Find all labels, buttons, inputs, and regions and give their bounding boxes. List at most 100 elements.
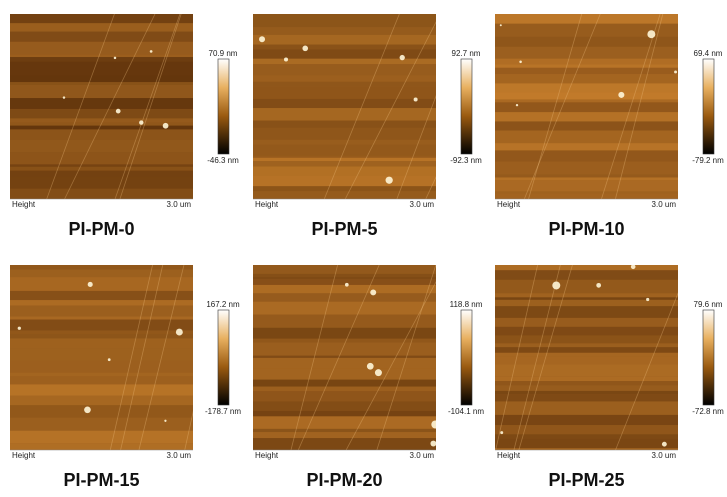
- color-bar-max: 70.9 nm: [209, 49, 238, 58]
- image-band: [495, 180, 678, 192]
- image-scratch: [323, 14, 400, 199]
- image-scratch: [523, 14, 601, 199]
- image-particle: [283, 57, 289, 62]
- channel-label: Height: [12, 451, 36, 460]
- image-band: [10, 98, 193, 109]
- image-band: [495, 343, 678, 348]
- image-band: [253, 166, 436, 176]
- image-band: [253, 284, 436, 294]
- image-band: [253, 191, 436, 199]
- image-band: [253, 175, 436, 187]
- image-band: [495, 161, 678, 175]
- image-scratch: [297, 265, 380, 450]
- info-strip: [10, 199, 193, 209]
- afm-image: [495, 14, 678, 199]
- image-band: [495, 317, 678, 327]
- channel-label: Height: [255, 200, 279, 209]
- color-bar-min: -92.3 nm: [450, 156, 482, 165]
- image-band: [495, 23, 678, 37]
- image-band: [495, 352, 678, 357]
- image-band: [495, 36, 678, 47]
- color-bar-min: -104.1 nm: [448, 407, 484, 416]
- image-band: [10, 170, 193, 178]
- panel-caption: PI-PM-10: [548, 219, 624, 239]
- image-scratch: [518, 265, 573, 450]
- image-band: [10, 376, 193, 385]
- image-band: [253, 49, 436, 59]
- image-band: [253, 75, 436, 82]
- image-band: [253, 327, 436, 339]
- image-band: [495, 99, 678, 103]
- image-band: [10, 125, 193, 130]
- image-band: [495, 74, 678, 84]
- image-band: [495, 279, 678, 294]
- image-band: [10, 84, 193, 99]
- color-bar: [217, 309, 230, 406]
- image-particle: [162, 122, 169, 129]
- scale-label: 3.0 um: [652, 200, 677, 209]
- image-particle: [302, 45, 309, 52]
- image-scratch: [109, 265, 153, 450]
- info-strip: [10, 450, 193, 460]
- image-band: [495, 174, 678, 178]
- image-band: [253, 301, 436, 315]
- channel-label: Height: [497, 451, 521, 460]
- image-band: [253, 342, 436, 356]
- image-band: [495, 121, 678, 131]
- image-band: [10, 395, 193, 406]
- image-band: [253, 155, 436, 158]
- color-bar-max: 79.6 nm: [694, 300, 723, 309]
- image-band: [253, 64, 436, 76]
- image-band: [10, 129, 193, 141]
- color-bar: [217, 58, 230, 155]
- image-band: [10, 384, 193, 396]
- image-particle: [647, 30, 656, 39]
- image-band: [10, 338, 193, 349]
- image-band: [495, 177, 678, 181]
- image-band: [495, 401, 678, 415]
- image-band: [253, 186, 436, 192]
- image-band: [10, 41, 193, 55]
- image-scratch: [290, 265, 339, 450]
- image-band: [495, 364, 678, 377]
- image-band: [10, 140, 193, 153]
- image-band: [495, 191, 678, 194]
- color-bar-max: 92.7 nm: [452, 49, 481, 58]
- image-band: [10, 430, 193, 444]
- image-scratch: [344, 21, 436, 199]
- image-band: [10, 443, 193, 450]
- image-band: [495, 347, 678, 353]
- image-band: [495, 381, 678, 386]
- image-particle: [646, 297, 650, 302]
- image-band: [495, 92, 678, 100]
- scale-label: 3.0 um: [410, 200, 435, 209]
- image-particle: [596, 282, 602, 288]
- image-band: [253, 410, 436, 417]
- image-band: [253, 368, 436, 380]
- image-band: [253, 338, 436, 343]
- image-particle: [661, 441, 667, 447]
- image-scratch: [345, 281, 436, 450]
- color-bar: [702, 58, 715, 155]
- image-band: [10, 14, 193, 24]
- color-bar-max: 118.8 nm: [450, 300, 483, 309]
- image-band: [253, 355, 436, 358]
- image-band: [495, 425, 678, 435]
- scale-label: 3.0 um: [167, 451, 192, 460]
- image-band: [10, 405, 193, 418]
- panel-caption: PI-PM-15: [63, 470, 139, 490]
- image-band: [495, 448, 678, 450]
- image-scratch: [114, 14, 181, 199]
- image-band: [10, 188, 193, 199]
- image-band: [10, 269, 193, 278]
- image-band: [495, 335, 678, 344]
- image-band: [10, 372, 193, 377]
- image-band: [253, 265, 436, 274]
- info-strip: [495, 450, 678, 460]
- image-band: [495, 394, 678, 402]
- image-band: [253, 416, 436, 429]
- afm-image: [253, 265, 436, 450]
- image-band: [495, 265, 678, 271]
- image-band: [253, 277, 436, 280]
